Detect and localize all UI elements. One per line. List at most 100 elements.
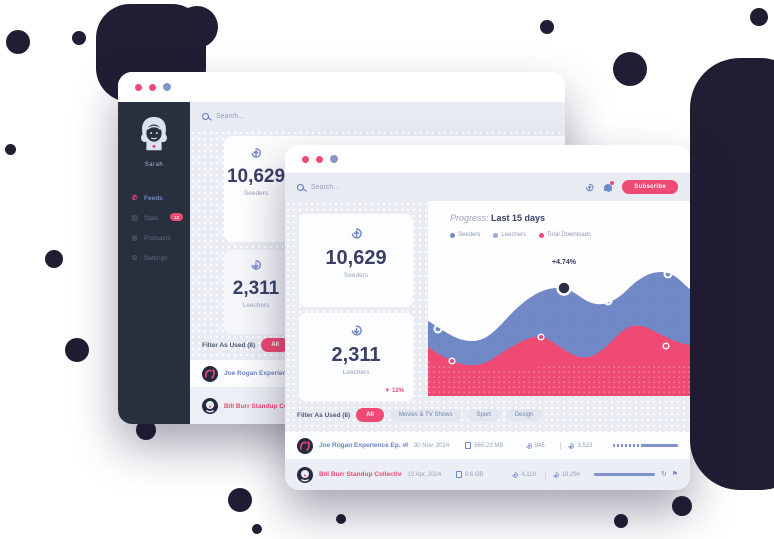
dashboard-window-front: Search... Subscribe 10,629 Seeders 2,311… [285,145,690,490]
decor-blob [613,52,647,86]
decor-blob [45,250,63,268]
decor-blob [6,30,30,54]
row-download-value: 3,523 [577,442,593,449]
decor-blob [614,514,628,528]
stat-value: 2,311 [331,344,381,366]
subscribe-button[interactable]: Subscribe [622,180,678,194]
search-input[interactable]: Search... [311,183,340,191]
decor-blob [228,488,252,512]
flag-icon[interactable]: ⚑ [671,471,679,478]
legend-item-total-downloads[interactable]: Total Downloads [539,232,591,238]
chart-annotation: +4.74% [552,259,576,266]
upload-icon [511,471,519,479]
progress-bar[interactable] [594,473,655,476]
progress-area-chart [428,269,690,396]
notification-badge: 12 [169,213,183,221]
torrent-row[interactable]: Joe Rogan Experience Ep. #68 30 Nov, 202… [285,432,690,459]
progress-solid-segment [642,444,679,447]
upload-icon [525,442,533,450]
download-icon [552,471,560,479]
legend-dot [539,232,545,238]
row-title: Joe Rogan Experience Ep. #68 [319,442,408,449]
filter-pill-all[interactable]: All [261,338,289,352]
decor-blob [336,514,346,524]
settings-icon: ⚙ [131,255,138,262]
decor-blob [672,496,692,516]
sidebar-item-stats[interactable]: ▤ Stats 12 [118,208,190,228]
sidebar-item-settings[interactable]: ⚙ Settings [118,248,190,268]
row-upload-value: 4,119 [521,471,536,478]
row-date: 12 Apr, 2024 [407,471,442,478]
row-title: Joe Rogan Experience Ep. #68 [224,370,319,377]
podcasts-icon: ◍ [131,235,138,242]
legend-label: Seeders [458,232,481,238]
stat-leechers: 2,311 Leechers [200,258,312,309]
sidebar-menu: ✆ Feeds ▤ Stats 12 ◍ Podcasts ⚙ Settin [118,188,190,268]
topbar-actions: Subscribe [584,180,678,194]
window-control-minimize[interactable] [149,83,156,91]
stat-label: Seeders [243,190,269,197]
seed-upload-icon [249,146,263,160]
profile-name: Sarah [144,162,164,168]
legend-item-seeders[interactable]: Seeders [450,232,480,238]
window-control-minimize[interactable] [316,155,323,163]
progress-dashed-segment [612,444,643,447]
divider [544,470,546,479]
decor-blob [5,144,16,155]
row-size-value: 565.23 MB [474,442,504,449]
window-titlebar [118,72,565,102]
decor-blob [750,8,768,26]
upload-icon[interactable] [584,182,595,193]
row-upload: 4,119 [511,471,539,479]
filter-pill-all[interactable]: All [356,408,384,422]
stat-card-seeders: 10,629 Seeders [299,214,413,307]
legend-item-leechers[interactable]: Leechers [493,232,526,238]
filter-pill-design[interactable]: Design [505,409,543,421]
sidebar-item-podcasts[interactable]: ◍ Podcasts [118,228,190,248]
window-control-close[interactable] [135,83,142,91]
row-download: 3,523 [567,442,607,450]
stat-label: Leechers [242,302,270,309]
bell-shape [604,183,613,193]
notifications-bell-icon[interactable] [604,181,615,193]
stat-value: 10,629 [325,247,387,269]
window-control-maximize[interactable] [330,155,338,163]
window-control-close[interactable] [302,155,309,163]
decor-blob [65,338,89,362]
stat-value: 2,311 [232,278,280,299]
notification-dot [610,181,615,185]
row-actions: ↻ ⚑ [661,471,678,478]
stat-label: Leechers [342,369,370,376]
window-control-maximize[interactable] [163,83,171,91]
decor-blob [252,524,262,534]
avatar [297,466,313,483]
row-size: 565.23 MB [465,442,518,449]
feeds-icon: ✆ [131,195,138,202]
filter-label: Filter As Used (8) [297,411,351,419]
filter-pill-sport[interactable]: Sport [467,409,500,421]
chart-title-main: Last 15 days [488,213,546,223]
decor-blob [176,6,218,48]
torrent-row[interactable]: Bill Burr Standup Collective 12 Apr, 202… [285,459,690,490]
refresh-icon[interactable]: ↻ [660,471,667,478]
search-icon [202,112,209,120]
progress-bar[interactable] [612,444,679,447]
decor-blob [540,20,554,34]
filter-pill-movies[interactable]: Movies & TV Shows [389,409,462,421]
chart-legend: Seeders Leechers Total Downloads [450,232,591,238]
chart-title-prefix: Progress: [450,213,489,223]
stat-seeders: 10,629 Seeders [200,146,312,197]
search-bar: Search... Subscribe [285,173,690,201]
chart-title: Progress: Last 15 days [450,213,545,223]
download-icon [567,442,575,450]
leech-download-icon [349,323,364,338]
profile-avatar[interactable] [135,114,173,156]
avatar [202,365,218,382]
row-size: 9.6 GB [455,471,506,478]
sidebar-item-label: Settings [144,254,168,262]
search-input[interactable]: Search... [216,112,245,120]
filter-row: Filter As Used (8) All Movies & TV Shows… [297,408,543,422]
row-title: Bill Burr Standup Collective [319,471,402,478]
sidebar-item-label: Podcasts [144,234,171,242]
sidebar-item-feeds[interactable]: ✆ Feeds [118,188,190,208]
